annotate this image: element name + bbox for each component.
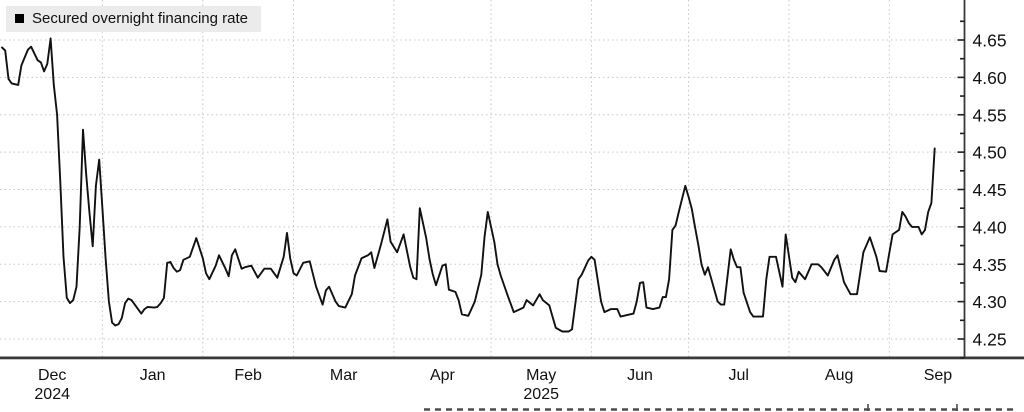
series-line	[1, 37, 936, 333]
y-tick-label: 4.65	[973, 31, 1007, 51]
x-tick-label: Sep	[924, 367, 953, 384]
legend: Secured overnight financing rate	[6, 6, 261, 32]
legend-marker-icon	[15, 14, 24, 23]
x-tick-label: May	[526, 367, 556, 384]
y-tick-label: 4.30	[973, 292, 1007, 312]
y-tick-label: 4.45	[973, 180, 1007, 200]
y-tick-label: 4.35	[973, 255, 1007, 275]
y-tick-label: 4.25	[973, 330, 1007, 350]
x-tick-label: Aug	[825, 367, 853, 384]
x-tick-label: Dec	[38, 367, 66, 384]
x-tick-label: Apr	[430, 367, 456, 384]
x-tick-sublabel: 2025	[523, 386, 559, 403]
legend-label: Secured overnight financing rate	[32, 10, 248, 27]
x-tick-label: Jun	[627, 367, 653, 384]
x-tick-label: Feb	[234, 367, 262, 384]
x-tick-label: Jan	[140, 367, 166, 384]
y-tick-label: 4.60	[973, 68, 1007, 88]
x-tick-label: Mar	[330, 367, 358, 384]
y-tick-label: 4.55	[973, 105, 1007, 125]
x-tick-sublabel: 2024	[34, 386, 70, 403]
x-axis-line	[0, 356, 1024, 360]
y-tick-label: 4.50	[973, 143, 1007, 163]
x-tick-label: Jul	[729, 367, 749, 384]
y-tick-label: 4.40	[973, 217, 1007, 237]
